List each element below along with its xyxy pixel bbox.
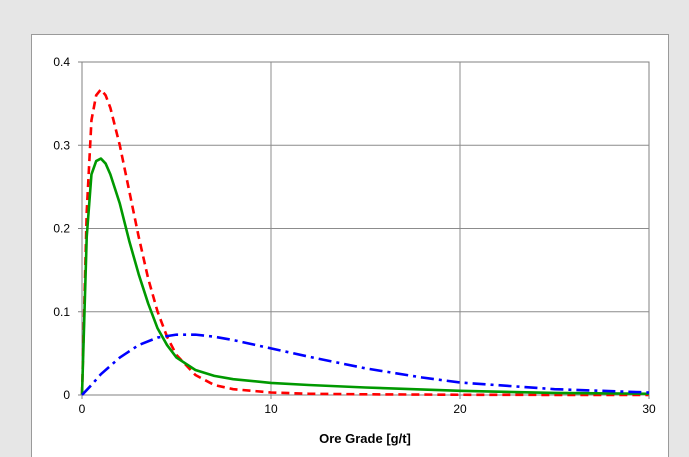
y-tick-label: 0.3 — [53, 138, 70, 152]
y-tick-label: 0 — [63, 388, 70, 402]
grid-layer — [82, 62, 649, 395]
x-tick-label: 20 — [453, 402, 467, 416]
series-line-3 — [81, 333, 650, 396]
tick-layer: 0 10 20 30 0 0.1 0.2 0.3 0.4 — [53, 55, 656, 416]
y-tick-label: 0.4 — [53, 55, 70, 69]
series-line-2 — [80, 157, 650, 396]
x-tick-label: 0 — [79, 402, 86, 416]
series-layer — [80, 88, 650, 397]
x-axis-title: Ore Grade [g/t] — [319, 431, 411, 446]
y-tick-label: 0.1 — [53, 305, 70, 319]
x-tick-label: 30 — [642, 402, 656, 416]
series-line-1 — [80, 88, 650, 397]
y-tick-label: 0.2 — [53, 222, 70, 236]
x-tick-label: 10 — [264, 402, 278, 416]
